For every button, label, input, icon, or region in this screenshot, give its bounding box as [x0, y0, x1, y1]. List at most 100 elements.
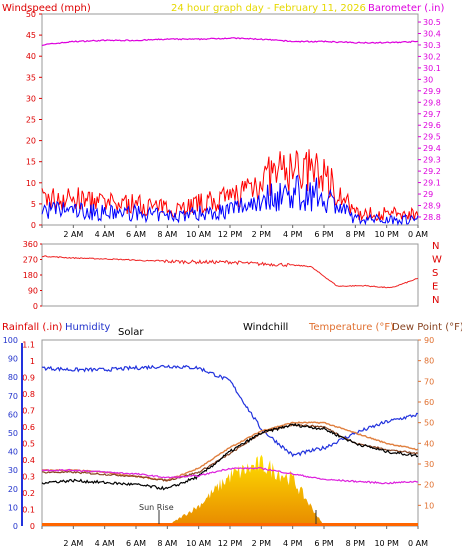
x-tick-label: 12 PM: [218, 230, 243, 239]
windspeed-tick-label: 35: [26, 73, 36, 82]
windspeed-tick-label: 15: [26, 158, 36, 167]
humidity-tick-label: 80: [8, 373, 18, 382]
humidity-tick-label: 50: [8, 429, 18, 438]
windspeed-tick-label: 50: [26, 10, 36, 19]
barometer-tick-label: 29.8: [423, 98, 441, 107]
x-tick-label: 6 PM: [314, 230, 333, 239]
panel-frame: [41, 243, 419, 307]
barometer-line: [41, 37, 419, 47]
windspeed-tick-label: 40: [26, 52, 36, 61]
rainfall-tick-label: 0: [30, 522, 35, 531]
humidity-tick-label: 30: [8, 466, 18, 475]
humidity-line: [41, 364, 419, 458]
barometer-tick-label: 29: [423, 190, 433, 199]
x-tick-label: 4 PM: [283, 230, 302, 239]
x-tick-label: 2 PM: [252, 230, 271, 239]
barometer-tick-label: 29.2: [423, 167, 441, 176]
sunrise-label: Sun Rise: [139, 503, 174, 512]
solar-label: Solar: [118, 327, 144, 338]
barometer-tick-label: 29.9: [423, 87, 441, 96]
rainfall-tick-label: 0.4: [22, 456, 35, 465]
humidity-axis-title: Humidity: [65, 322, 110, 333]
windspeed-tick-label: 30: [26, 94, 36, 103]
solar-area: [42, 454, 418, 526]
windspeed-axis-title: Windspeed (mph): [2, 3, 91, 14]
barometer-tick-label: 28.8: [423, 213, 441, 222]
rainfall-tick-label: 0.6: [22, 423, 35, 432]
direction-tick-label: 180: [23, 271, 38, 280]
x-tick-label: 8 PM: [346, 230, 365, 239]
x-tick-label: 8 AM: [157, 230, 177, 239]
temperature-tick-label: 70: [424, 377, 434, 386]
windspeed-tick-label: 0: [31, 221, 36, 230]
windspeed-tick-label: 20: [26, 137, 36, 146]
x-tick-label: 2 AM: [63, 539, 83, 548]
x-tick-label: 6 PM: [314, 539, 333, 548]
dewpoint-line: [41, 423, 419, 482]
direction-compass-label: N: [432, 241, 439, 252]
wind-direction-line: [42, 255, 419, 289]
x-tick-label: 8 PM: [346, 539, 365, 548]
rainfall-tick-label: 0.2: [22, 489, 35, 498]
x-tick-label: 0 AM: [408, 539, 428, 548]
windchill-line: [41, 422, 419, 491]
windspeed-tick-label: 5: [31, 200, 36, 209]
direction-compass-label: N: [432, 295, 439, 306]
windspeed-average-line: [41, 174, 419, 226]
temperature-tick-label: 90: [424, 336, 434, 345]
temperature-tick-label: 50: [424, 419, 434, 428]
direction-tick-label: 0: [33, 302, 38, 311]
temperature-tick-label: 20: [424, 481, 434, 490]
windspeed-barometer-panel: 0 5 10 15 20 25 30 35 40 45 50 28.8 28.9 29 29.1 29.2 29…: [26, 10, 441, 239]
temperature-tick-label: 30: [424, 460, 434, 469]
x-tick-label: 6 AM: [126, 230, 146, 239]
windspeed-tick-label: 10: [26, 179, 36, 188]
humidity-tick-label: 10: [8, 503, 18, 512]
direction-tick-label: 270: [23, 256, 38, 265]
direction-compass-label: S: [432, 268, 438, 279]
x-tick-label: 0 AM: [408, 230, 428, 239]
barometer-tick-label: 29.3: [423, 156, 441, 165]
barometer-tick-label: 30.4: [423, 29, 441, 38]
direction-compass-label: W: [432, 255, 442, 266]
x-tick-label: 10 AM: [186, 230, 211, 239]
x-tick-label: 2 AM: [63, 230, 83, 239]
x-tick-label: 2 PM: [252, 539, 271, 548]
barometer-axis-title: Barometer (.in): [368, 3, 444, 14]
rainfall-tick-label: 1: [30, 357, 35, 366]
barometer-tick-label: 29.1: [423, 179, 441, 188]
x-tick-label: 6 AM: [126, 539, 146, 548]
rainfall-axis-title: Rainfall (.in): [2, 322, 63, 333]
secondary-trace-line: [41, 466, 419, 485]
x-tick-label: 8 AM: [157, 539, 177, 548]
rainfall-baseline: [42, 523, 418, 526]
barometer-tick-label: 30: [423, 75, 433, 84]
barometer-tick-label: 30.3: [423, 41, 441, 50]
temperature-tick-label: 60: [424, 398, 434, 407]
temperature-tick-label: 40: [424, 439, 434, 448]
direction-tick-label: 360: [23, 240, 38, 249]
barometer-tick-label: 28.9: [423, 202, 441, 211]
windchill-label: Windchill: [243, 322, 288, 333]
humidity-tick-label: 40: [8, 448, 18, 457]
barometer-tick-label: 30.5: [423, 18, 441, 27]
dewpoint-axis-title: Dew Point (°F): [392, 322, 462, 333]
rainfall-tick-label: 1.1: [22, 341, 35, 350]
x-tick-label: 10 PM: [374, 230, 399, 239]
x-tick-label: 10 PM: [374, 539, 399, 548]
barometer-tick-label: 30.1: [423, 64, 441, 73]
windspeed-tick-label: 25: [26, 116, 36, 125]
windspeed-gust-line: [41, 149, 419, 222]
rainfall-tick-label: 0.3: [22, 473, 35, 482]
humidity-tick-label: 90: [8, 355, 18, 364]
barometer-tick-label: 29.7: [423, 110, 441, 119]
rainfall-tick-label: 0.1: [22, 506, 35, 515]
x-tick-label: 12 PM: [218, 539, 243, 548]
x-tick-label: 4 PM: [283, 539, 302, 548]
barometer-tick-label: 29.5: [423, 133, 441, 142]
direction-compass-label: E: [432, 282, 438, 293]
barometer-tick-label: 29.4: [423, 144, 441, 153]
